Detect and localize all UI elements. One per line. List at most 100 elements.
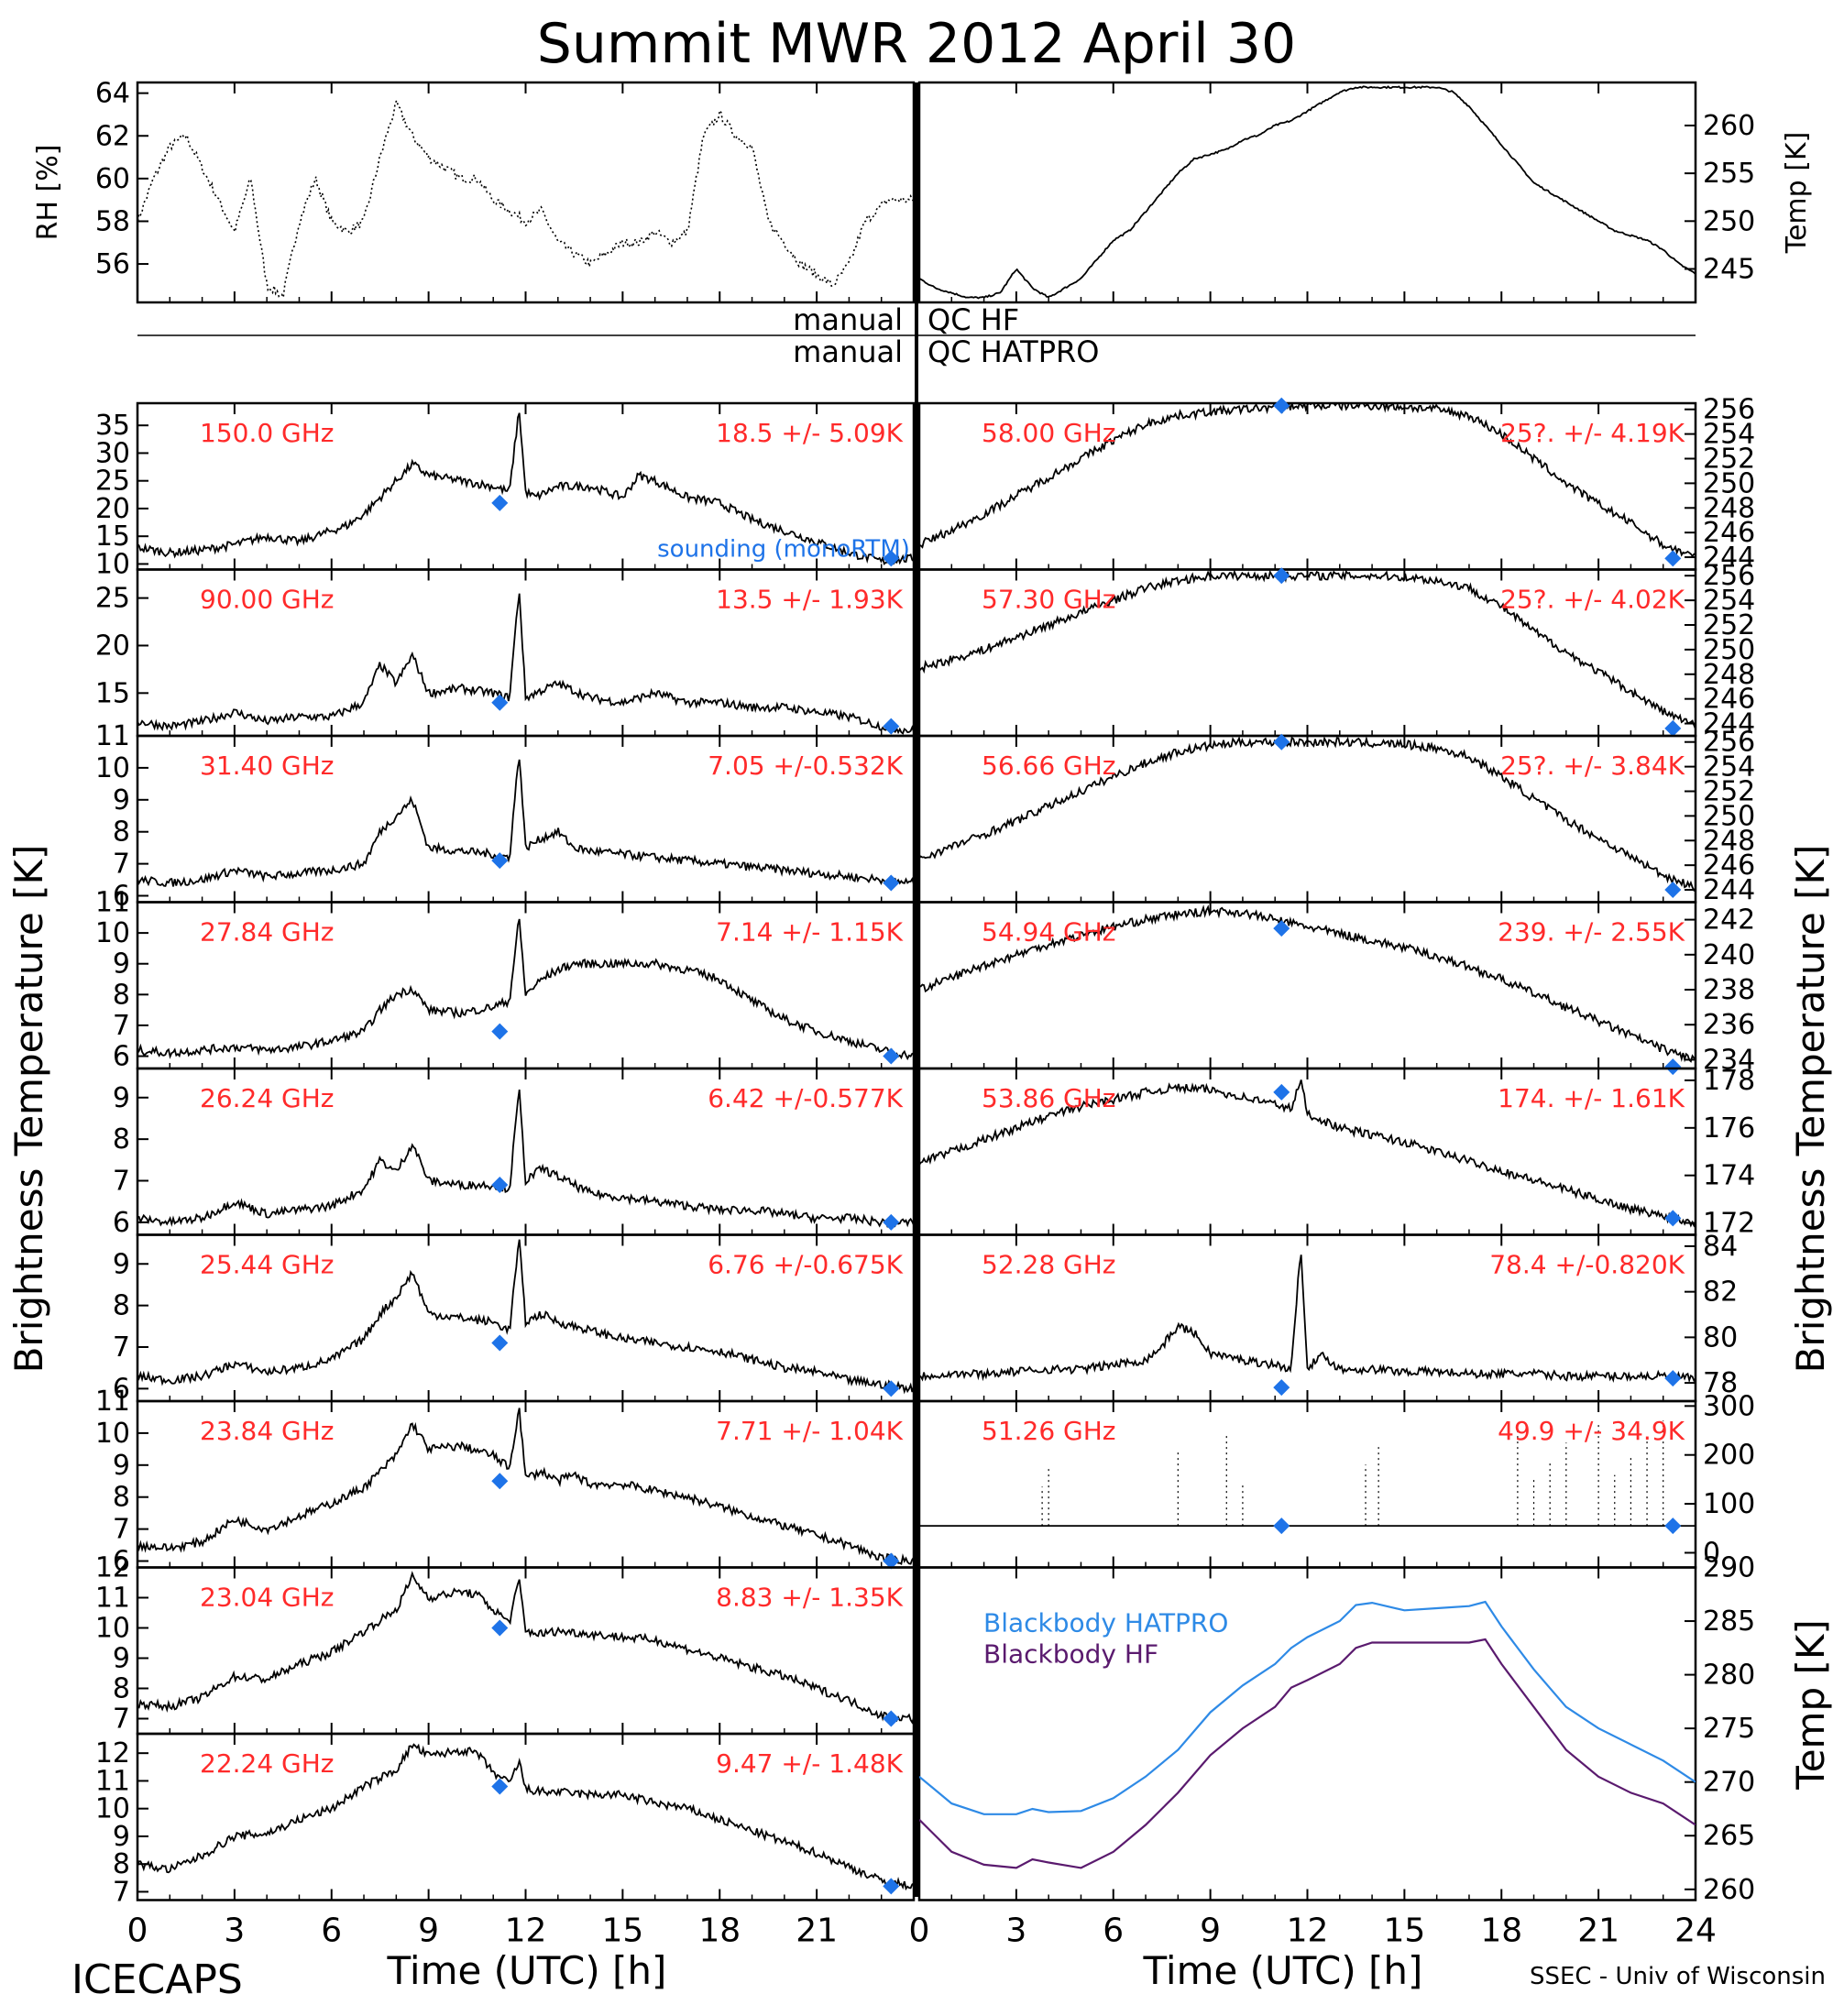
sounding-marker (883, 1878, 900, 1895)
y-tick-label: 260 (1703, 1874, 1755, 1906)
x-tick-label: 21 (796, 1912, 838, 1950)
y-tick-label: 11 (95, 1386, 130, 1418)
x-tick-label: 15 (1383, 1912, 1425, 1950)
y-tick-label: 10 (95, 1613, 130, 1645)
series-line (919, 904, 1696, 1063)
stats-label: 9.47 +/- 1.48K (716, 1748, 903, 1779)
stats-label: 174. +/- 1.61K (1498, 1083, 1685, 1113)
bb-y-axis-label: Temp [K] (1788, 1619, 1833, 1791)
series-line (919, 736, 1696, 893)
panel-25.44: 6 7 8 9 25.44 GHz 6.76 +/-0.675K (113, 1233, 916, 1405)
stats-label: 239. +/- 2.55K (1498, 917, 1685, 948)
legend-entry: Blackbody HATPRO (983, 1608, 1228, 1638)
y-tick-label: 256 (1703, 394, 1755, 426)
panel-90.00: 15 20 25 90.00 GHz 13.5 +/- 1.93K (95, 568, 916, 738)
y-tick-label: 60 (95, 163, 130, 195)
y-axis-label: Temp [K] (1781, 132, 1813, 255)
y-tick-label: 12 (95, 1737, 130, 1769)
y-axis-label: RH [%] (32, 145, 64, 241)
y-tick-label: 80 (1703, 1321, 1738, 1353)
sounding-marker (491, 1473, 509, 1490)
y-tick-label: 234 (1703, 1044, 1755, 1076)
y-tick-label: 200 (1703, 1440, 1755, 1472)
x-tick-label: 3 (224, 1912, 245, 1950)
y-tick-label: 8 (113, 1848, 130, 1880)
stats-label: 8.83 +/- 1.35K (716, 1583, 903, 1613)
panel-frame (136, 81, 916, 304)
y-tick-label: 10 (95, 752, 130, 784)
y-tick-label: 8 (113, 979, 130, 1011)
sounding-marker (1273, 1517, 1290, 1535)
channel-label: 31.40 GHz (200, 751, 335, 781)
channel-label: 25.44 GHz (200, 1250, 335, 1280)
sounding-marker (1664, 719, 1682, 737)
y-tick-label: 9 (113, 1450, 130, 1482)
sounding-marker (1664, 1210, 1682, 1227)
y-tick-label: 7 (113, 1331, 130, 1364)
y-tick-label: 172 (1703, 1208, 1755, 1240)
y-tick-label: 176 (1703, 1112, 1755, 1145)
x-tick-label: 0 (909, 1912, 930, 1950)
y-tick-label: 7 (113, 1010, 130, 1042)
y-tick-label: 10 (95, 917, 130, 949)
y-tick-label: 250 (1703, 467, 1755, 499)
series-line-hatpro (919, 1600, 1696, 1815)
panel-blackbody: 260 265 270 275 280 285 290 Blackbody HATPROBla… (917, 1552, 1755, 1906)
x-tick-label: 3 (1005, 1912, 1026, 1950)
channel-label: 22.24 GHz (200, 1748, 335, 1779)
y-tick-label: 290 (1703, 1552, 1755, 1584)
y-tick-label: 10 (95, 1418, 130, 1450)
channel-label: 90.00 GHz (200, 585, 335, 615)
sounding-marker (883, 1380, 900, 1397)
y-tick-label: 84 (1703, 1231, 1738, 1263)
left-y-axis-label: Brightness Temperature [K] (6, 845, 51, 1374)
qc-strip: manual manual QC HF QC HATPRO (137, 82, 1696, 1897)
qc-left-top: manual (793, 302, 903, 337)
x-tick-label: 9 (1200, 1912, 1221, 1950)
y-tick-label: 7 (113, 1876, 130, 1908)
series-line (137, 412, 914, 565)
stats-label: 78.4 +/-0.820K (1489, 1250, 1685, 1280)
sounding-marker (883, 1710, 900, 1727)
series-line (137, 1089, 914, 1228)
series-line (919, 1079, 1696, 1228)
sounding-marker (1273, 1083, 1290, 1101)
channel-label: 57.30 GHz (982, 585, 1116, 615)
y-tick-label: 256 (1703, 560, 1755, 592)
channel-label: 27.84 GHz (200, 917, 335, 948)
stats-label: 25?. +/- 3.84K (1500, 751, 1685, 781)
sounding-label: sounding (monoRTM) (657, 536, 910, 564)
panel-frame (917, 81, 1697, 304)
sounding-marker (1273, 397, 1290, 414)
y-tick-label: 62 (95, 120, 130, 152)
sounding-marker (1664, 1370, 1682, 1387)
panel-temp: 245 250 255 260 Temp [K] (917, 81, 1813, 304)
y-tick-label: 236 (1703, 1009, 1755, 1041)
y-tick-label: 9 (113, 948, 130, 981)
sounding-marker (1273, 733, 1290, 751)
x-tick-label: 0 (127, 1912, 148, 1950)
channel-label: 51.26 GHz (982, 1416, 1116, 1446)
y-tick-label: 252 (1703, 444, 1755, 476)
stats-label: 49.9 +/- 34.9K (1498, 1416, 1685, 1446)
stats-label: 7.71 +/- 1.04K (716, 1416, 903, 1446)
y-tick-label: 300 (1703, 1390, 1755, 1422)
y-tick-label: 275 (1703, 1713, 1755, 1745)
y-tick-label: 254 (1703, 751, 1755, 783)
right-x-axis-label: Time (UTC) [h] (1143, 1948, 1423, 1993)
x-tick-label: 15 (601, 1912, 643, 1950)
y-tick-label: 9 (113, 1248, 130, 1280)
sounding-marker (491, 494, 509, 511)
x-tick-label: 6 (1103, 1912, 1124, 1950)
y-tick-label: 56 (95, 248, 130, 280)
panel-52.28: 78 80 82 84 52.28 GHz 78.4 +/-0.820K (917, 1231, 1738, 1403)
y-tick-label: 11 (95, 720, 130, 752)
y-tick-label: 6 (113, 1041, 130, 1073)
y-tick-label: 255 (1703, 158, 1755, 190)
